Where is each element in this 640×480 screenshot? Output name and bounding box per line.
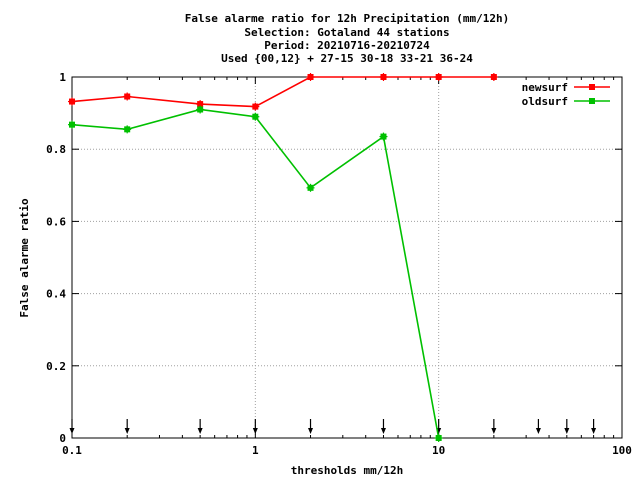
threshold-marker-arrow — [69, 428, 75, 434]
legend-marker-oldsurf — [589, 98, 595, 104]
threshold-marker-arrow — [380, 428, 386, 434]
threshold-markers — [69, 419, 597, 434]
y-tick-label: 0.6 — [46, 215, 66, 228]
legend-label-oldsurf: oldsurf — [522, 95, 568, 108]
y-tick-label: 0.2 — [46, 360, 66, 373]
axis-ticks — [71, 76, 623, 439]
x-tick-label: 10 — [432, 444, 445, 457]
grid — [72, 77, 622, 438]
x-axis-label: thresholds mm/12h — [291, 464, 404, 477]
y-tick-label: 1 — [59, 71, 66, 84]
title-line-2: Selection: Gotaland 44 stations — [244, 26, 449, 39]
plot-frame — [71, 76, 623, 439]
title-line-1: False alarme ratio for 12h Precipitation… — [185, 12, 510, 25]
y-tick-label: 0.8 — [46, 143, 66, 156]
x-tick-label: 1 — [252, 444, 259, 457]
chart-title: False alarme ratio for 12h Precipitation… — [185, 12, 510, 65]
threshold-marker-arrow — [197, 428, 203, 434]
threshold-marker-arrow — [535, 428, 541, 434]
legend-label-newsurf: newsurf — [522, 81, 568, 94]
tick-labels: 0 0.2 0.4 0.6 0.8 1 0.1 1 10 100 — [46, 71, 632, 457]
title-line-3: Period: 20210716-20210724 — [264, 39, 430, 52]
series-line-newsurf — [71, 76, 494, 108]
y-axis-label: False alarme ratio — [18, 198, 31, 318]
threshold-marker-arrow — [252, 428, 258, 434]
title-line-4: Used {00,12} + 27-15 30-18 33-21 36-24 — [221, 52, 473, 65]
x-tick-label: 100 — [612, 444, 632, 457]
y-tick-label: 0.4 — [46, 288, 66, 301]
threshold-marker-arrow — [591, 428, 597, 434]
threshold-marker-arrow — [308, 428, 314, 434]
legend-marker-newsurf — [589, 84, 595, 90]
threshold-marker-arrow — [124, 428, 130, 434]
x-tick-label: 0.1 — [62, 444, 82, 457]
threshold-marker-arrow — [564, 428, 570, 434]
series-layer — [68, 73, 498, 442]
y-tick-label: 0 — [59, 432, 66, 445]
threshold-marker-arrow — [491, 428, 497, 434]
